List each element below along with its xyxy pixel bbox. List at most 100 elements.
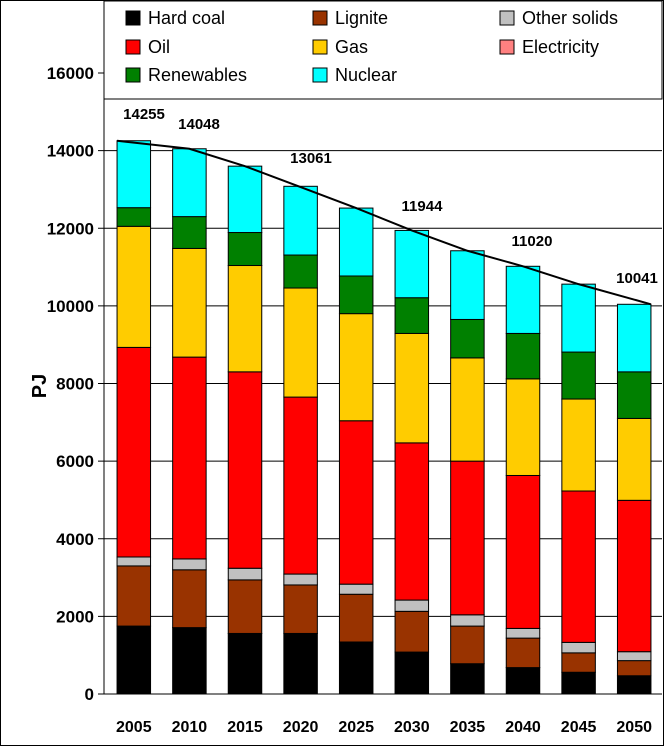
x-tick-label-2050: 2050 (616, 719, 652, 736)
x-tick-label-2015: 2015 (227, 719, 263, 736)
y-tick-label-16000: 16000 (47, 64, 94, 83)
total-labels: 14255 14048 13061 11944 11020 10041 (123, 106, 658, 287)
bar-segment-gas-2050 (616, 417, 652, 501)
bar-segment-gas-2040 (505, 378, 541, 476)
bar-segment-other-solids-2005 (116, 556, 152, 567)
bar-segment-oil-2015 (227, 371, 263, 569)
bar-segment-hard-coal-2050 (616, 675, 652, 695)
bar-segment-gas-2035 (450, 357, 485, 462)
bar-segment-nuclear-2050 (616, 303, 652, 373)
bar-segment-nuclear-2030 (394, 229, 430, 299)
bar-segment-lignite-2025 (338, 593, 374, 643)
total-label-2010: 14048 (178, 116, 220, 133)
legend-swatch-nuclear (312, 67, 328, 83)
bar-segment-oil-2030 (394, 442, 430, 601)
y-tick-label-12000: 12000 (47, 219, 94, 238)
x-tick-label-2035: 2035 (450, 719, 486, 736)
bars (116, 140, 652, 695)
bar-segment-nuclear-2040 (505, 265, 541, 334)
bar-segment-other-solids-2035 (450, 614, 485, 627)
bar-segment-oil-2010 (172, 356, 207, 560)
bar-segment-lignite-2020 (283, 584, 318, 634)
y-tick-label-2000: 2000 (56, 607, 94, 626)
legend-label-other-solids: Other solids (522, 8, 618, 28)
bar-segment-gas-2005 (116, 225, 152, 348)
bar-segment-renewables-2005 (116, 207, 152, 227)
x-tick-label-2020: 2020 (283, 719, 319, 736)
legend-label-renewables: Renewables (148, 65, 247, 85)
bar-segment-other-solids-2020 (283, 573, 318, 586)
legend-label-nuclear: Nuclear (335, 65, 397, 85)
x-tick-label-2040: 2040 (505, 719, 541, 736)
legend-label-gas: Gas (335, 37, 368, 57)
y-tick-label-14000: 14000 (47, 142, 94, 161)
legend-swatch-lignite (312, 10, 328, 26)
bar-segment-gas-2025 (338, 313, 374, 422)
legend-label-hard-coal: Hard coal (148, 8, 225, 28)
bar-segment-other-solids-2025 (338, 583, 374, 595)
bar-segment-other-solids-2050 (616, 651, 652, 662)
legend-box (103, 1, 663, 100)
bar-segment-renewables-2020 (283, 254, 318, 289)
bar-segment-nuclear-2025 (338, 207, 374, 277)
bar-segment-hard-coal-2010 (172, 627, 207, 695)
bar-segment-hard-coal-2025 (338, 641, 374, 695)
bar-segment-oil-2040 (505, 474, 541, 629)
legend-swatch-oil (125, 39, 141, 55)
bar-segment-nuclear-2010 (172, 148, 207, 218)
bar-segment-hard-coal-2040 (505, 667, 541, 695)
y-axis-label: PJ (29, 374, 51, 398)
y-tick-label-0: 0 (85, 685, 94, 704)
x-tick-label-2025: 2025 (338, 719, 374, 736)
bar-segment-lignite-2035 (450, 625, 485, 665)
total-line (116, 139, 652, 306)
legend-label-electricity: Electricity (522, 37, 599, 57)
legend-swatch-electricity (499, 39, 515, 55)
total-label-2040: 11020 (512, 233, 553, 250)
y-tick-label-8000: 8000 (56, 375, 94, 394)
bar-segment-hard-coal-2020 (283, 632, 318, 695)
bar-segment-oil-2025 (338, 420, 374, 585)
bar-segment-lignite-2030 (394, 610, 430, 653)
bar-segment-nuclear-2035 (450, 250, 485, 320)
y-tick-label-10000: 10000 (47, 297, 94, 316)
legend-swatch-other-solids (499, 10, 515, 26)
bar-segment-hard-coal-2005 (116, 625, 152, 695)
legend-label-oil: Oil (148, 37, 170, 57)
bar-segment-renewables-2030 (394, 297, 430, 334)
bar-segment-hard-coal-2035 (450, 663, 485, 695)
bar-segment-oil-2020 (283, 396, 318, 575)
axes: 0 2000 4000 6000 8000 10000 12000 14000 16000 200… (47, 1, 662, 736)
bar-segment-lignite-2050 (616, 660, 652, 677)
y-tick-label-4000: 4000 (56, 530, 94, 549)
x-tick-label-2005: 2005 (116, 719, 152, 736)
bar-segment-lignite-2005 (116, 565, 152, 627)
bar-segment-oil-2005 (116, 346, 152, 558)
bar-segment-gas-2015 (227, 265, 263, 373)
bar-segment-renewables-2040 (505, 332, 541, 380)
bar-segment-nuclear-2020 (283, 185, 318, 256)
bar-segment-renewables-2050 (616, 371, 652, 419)
bar-segment-nuclear-2045 (561, 283, 596, 353)
x-tick-label-2045: 2045 (561, 719, 597, 736)
bar-segment-renewables-2010 (172, 216, 207, 249)
bar-segment-renewables-2045 (561, 351, 596, 400)
bar-segment-renewables-2015 (227, 232, 263, 267)
bar-segment-gas-2020 (283, 287, 318, 398)
bar-segment-renewables-2025 (338, 275, 374, 315)
x-tick-label-2030: 2030 (394, 719, 430, 736)
bar-segment-other-solids-2030 (394, 599, 430, 612)
bar-segment-other-solids-2040 (505, 627, 541, 639)
bar-segment-gas-2030 (394, 332, 430, 444)
bar-segment-oil-2045 (561, 490, 596, 643)
bar-segment-other-solids-2045 (561, 641, 596, 654)
y-tick-label-6000: 6000 (56, 452, 94, 471)
bar-segment-lignite-2015 (227, 579, 263, 634)
bar-segment-other-solids-2015 (227, 567, 263, 581)
total-line-path (116, 139, 652, 306)
bar-segment-lignite-2040 (505, 637, 541, 669)
bar-segment-lignite-2045 (561, 652, 596, 673)
legend-label-lignite: Lignite (335, 8, 388, 28)
